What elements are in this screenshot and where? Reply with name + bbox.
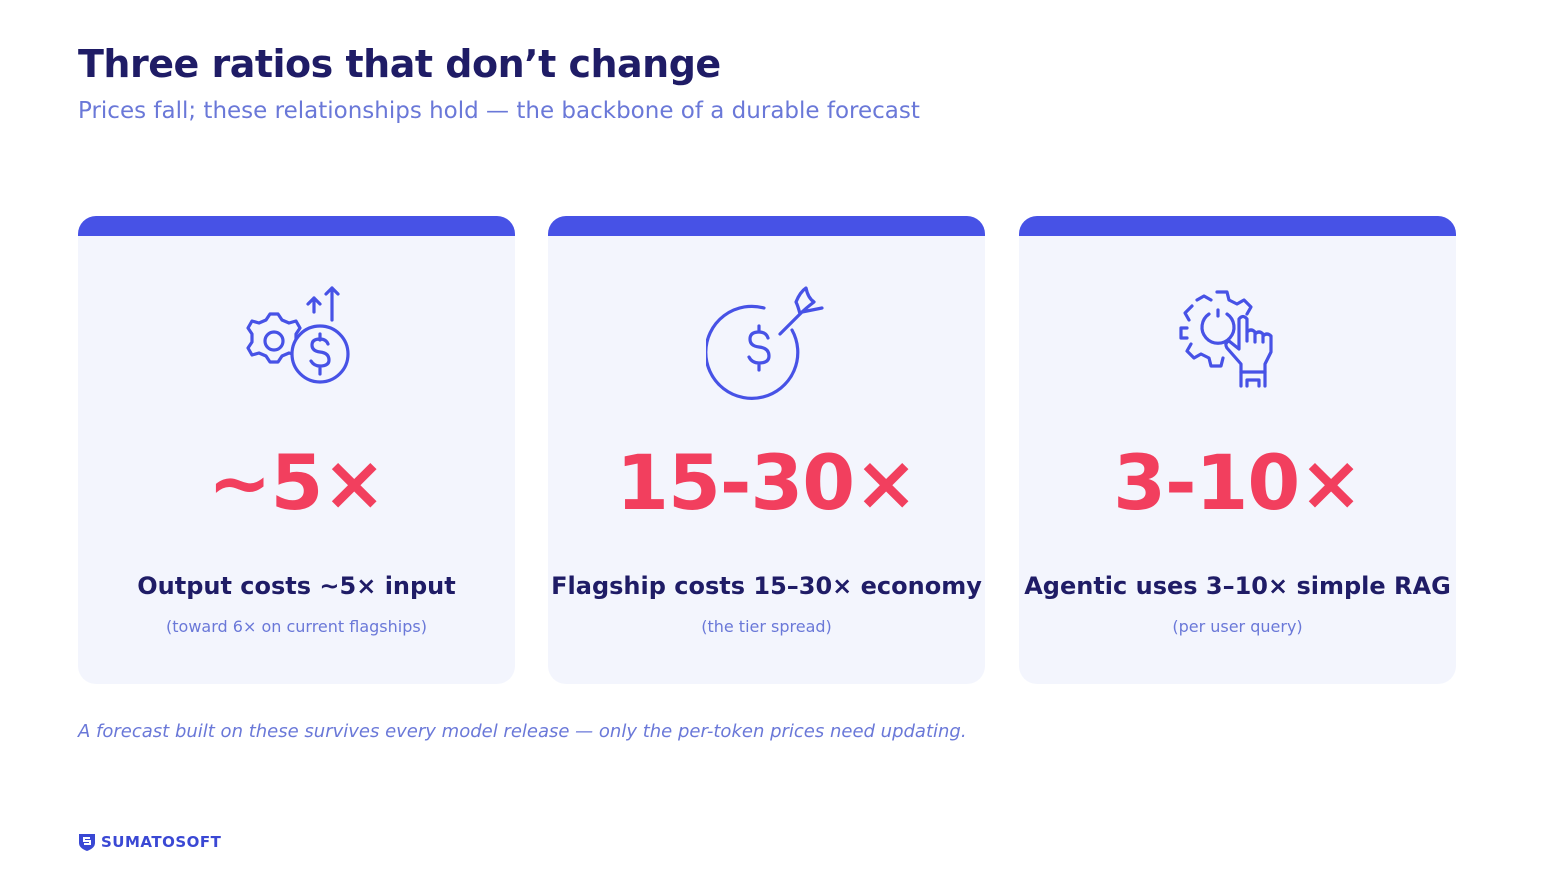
footnote: A forecast built on these survives every… — [78, 721, 967, 742]
brand: SUMATOSOFT — [78, 832, 221, 852]
card-label: Output costs ~5× input — [137, 572, 456, 600]
card-note: (per user query) — [1172, 617, 1303, 636]
card-accent — [548, 216, 985, 236]
subtitle: Prices fall; these relationships hold — … — [78, 98, 920, 124]
brand-name: SUMATOSOFT — [101, 833, 222, 851]
ratio: 15-30× — [616, 438, 918, 527]
title: Three ratios that don’t change — [78, 42, 721, 86]
icon-gear-hand — [1179, 290, 1273, 388]
card-note: (toward 6× on current flagships) — [166, 617, 427, 636]
card: 3-10× Agentic uses 3–10× simple RAG (per… — [1019, 216, 1456, 684]
ratio: 3-10× — [1113, 438, 1363, 527]
card-accent — [1019, 216, 1456, 236]
card: 15-30× Flagship costs 15–30× economy (th… — [548, 216, 985, 684]
icon-gear-coin — [246, 286, 350, 384]
card-note: (the tier spread) — [701, 617, 832, 636]
card: ~5× Output costs ~5× input (toward 6× on… — [78, 216, 515, 684]
ratio: ~5× — [207, 438, 386, 527]
card-label: Agentic uses 3–10× simple RAG — [1024, 572, 1451, 600]
brand-logo — [79, 834, 95, 851]
card-label: Flagship costs 15–30× economy — [551, 572, 982, 600]
icon-coin-target — [706, 286, 824, 400]
card-accent — [78, 216, 515, 236]
